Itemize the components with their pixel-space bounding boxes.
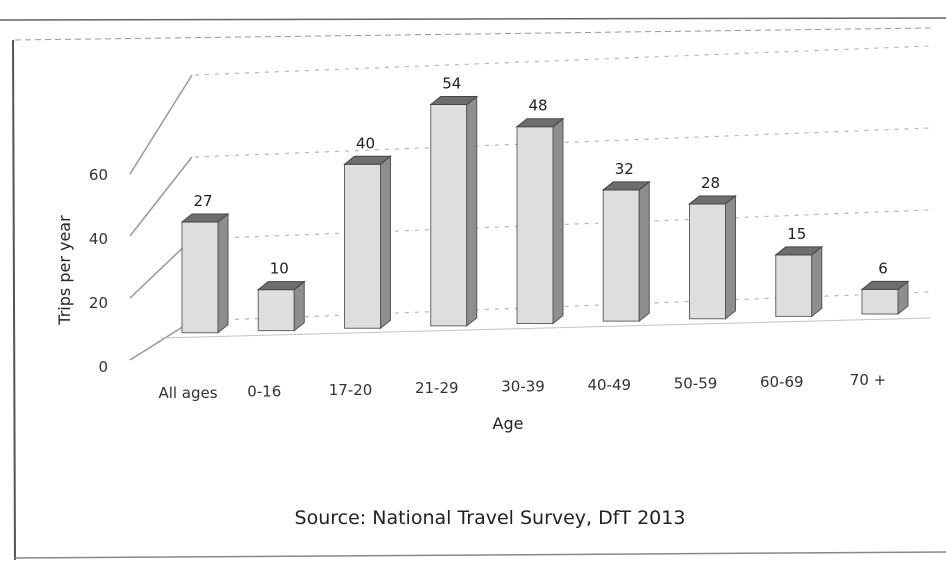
x-tick-label: 60-69 xyxy=(760,373,804,391)
floor-line xyxy=(159,317,931,339)
x-tick-label: 17-20 xyxy=(329,381,373,399)
gridline xyxy=(194,209,931,240)
bar xyxy=(429,95,479,327)
value-labels: 27 10 40 54 48 32 28 15 6 xyxy=(193,74,887,277)
bars xyxy=(180,95,910,334)
value-label: 54 xyxy=(442,74,461,92)
bar xyxy=(601,180,651,323)
bar xyxy=(343,155,392,330)
value-label: 27 xyxy=(193,192,212,210)
bar xyxy=(774,245,824,318)
bar xyxy=(256,280,306,332)
value-label: 48 xyxy=(528,97,547,115)
x-axis: All ages 0-16 17-20 21-29 30-39 40-49 50-59 60-… xyxy=(158,371,886,402)
frame-top xyxy=(0,17,946,21)
x-tick-label: 70 + xyxy=(850,371,886,389)
frame-left xyxy=(12,39,16,561)
y-tick-label: 40 xyxy=(89,230,108,248)
value-label: 15 xyxy=(787,225,806,243)
x-tick-label: 40-49 xyxy=(587,376,631,394)
chart-source: Source: National Travel Survey, DfT 2013 xyxy=(295,507,686,529)
bar xyxy=(860,280,910,316)
frame-bottom xyxy=(14,551,946,559)
frame-inner-top xyxy=(14,27,931,41)
gridline xyxy=(194,127,931,158)
y-axis-title: Trips per year xyxy=(55,215,74,326)
x-tick-label: 21-29 xyxy=(415,379,459,397)
value-label: 6 xyxy=(878,259,888,277)
y-tick-label: 60 xyxy=(89,166,108,184)
y-axis: 0 20 40 60 xyxy=(89,166,108,376)
value-label: 32 xyxy=(615,160,634,178)
x-tick-label: 30-39 xyxy=(501,378,545,396)
y-tick-label: 20 xyxy=(89,294,108,312)
value-label: 40 xyxy=(356,134,375,152)
bar xyxy=(515,117,565,325)
x-tick-label: All ages xyxy=(158,384,217,402)
bar xyxy=(180,212,230,334)
depth-line xyxy=(129,156,193,237)
x-tick-label: 50-59 xyxy=(674,374,718,392)
bar xyxy=(688,194,737,320)
x-axis-title: Age xyxy=(493,414,524,433)
value-label: 28 xyxy=(701,174,720,192)
x-tick-label: 0-16 xyxy=(247,382,281,400)
y-tick-label: 0 xyxy=(98,358,108,376)
value-label: 10 xyxy=(270,260,289,278)
depth-line xyxy=(129,74,193,175)
gridline xyxy=(194,45,931,76)
